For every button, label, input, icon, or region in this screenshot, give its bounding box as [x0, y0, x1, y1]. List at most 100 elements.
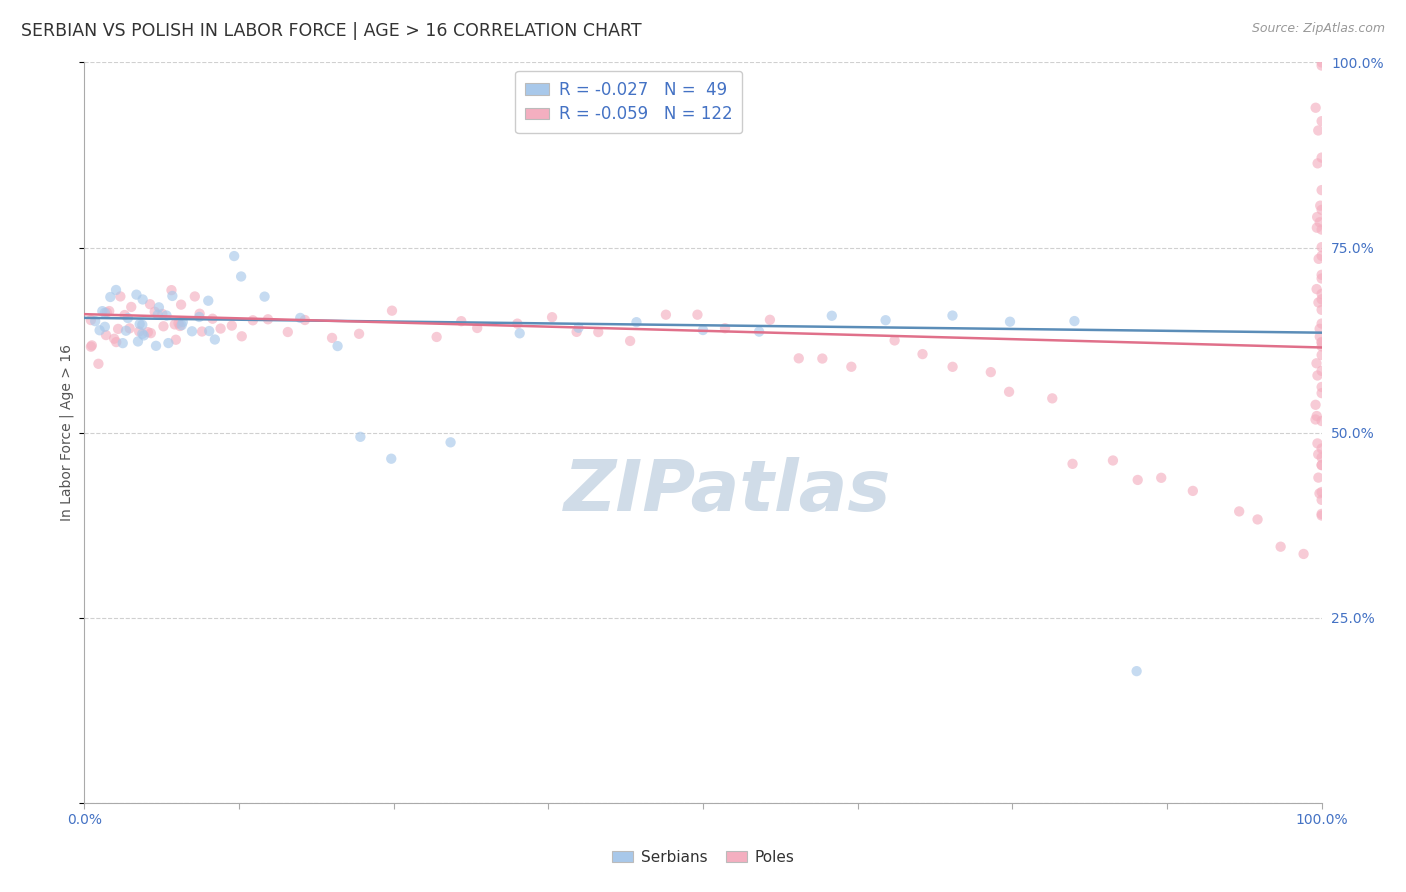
Point	[131, 326, 153, 341]
Point	[146, 308, 169, 322]
Point	[1310, 55, 1333, 70]
Point	[1227, 504, 1250, 518]
Point	[1310, 334, 1333, 349]
Point	[1310, 508, 1333, 523]
Legend: R = -0.027   N =  49, R = -0.059   N = 122: R = -0.027 N = 49, R = -0.059 N = 122	[515, 70, 742, 134]
Point	[184, 289, 207, 303]
Point	[231, 329, 253, 343]
Point	[1308, 123, 1330, 137]
Point	[1305, 101, 1327, 115]
Point	[98, 304, 121, 318]
Point	[980, 365, 1002, 379]
Point	[811, 351, 834, 366]
Point	[509, 326, 531, 341]
Point	[1310, 317, 1333, 331]
Point	[1310, 302, 1333, 317]
Point	[170, 298, 193, 312]
Point	[242, 313, 264, 327]
Point	[1102, 453, 1125, 467]
Point	[1308, 486, 1330, 500]
Point	[1308, 470, 1330, 484]
Point	[148, 301, 170, 315]
Point	[80, 313, 103, 327]
Point	[89, 323, 111, 337]
Point	[821, 309, 844, 323]
Point	[841, 359, 863, 374]
Point	[1310, 335, 1333, 350]
Point	[111, 336, 134, 351]
Point	[188, 310, 211, 324]
Point	[87, 357, 110, 371]
Point	[160, 283, 183, 297]
Point	[197, 293, 219, 308]
Point	[692, 323, 714, 337]
Point	[1150, 471, 1173, 485]
Point	[170, 318, 193, 333]
Point	[94, 328, 117, 343]
Point	[257, 312, 280, 326]
Point	[1305, 412, 1327, 426]
Point	[1310, 222, 1333, 236]
Point	[1310, 268, 1333, 282]
Point	[1310, 202, 1333, 217]
Point	[626, 315, 648, 329]
Point	[201, 311, 224, 326]
Point	[1305, 398, 1327, 412]
Point	[1310, 249, 1333, 263]
Point	[748, 325, 770, 339]
Point	[157, 336, 180, 351]
Point	[155, 309, 177, 323]
Point	[686, 308, 709, 322]
Point	[1270, 540, 1292, 554]
Point	[91, 304, 114, 318]
Point	[787, 351, 810, 366]
Point	[1309, 199, 1331, 213]
Point	[139, 297, 162, 311]
Point	[152, 319, 174, 334]
Point	[506, 317, 529, 331]
Point	[1310, 348, 1333, 362]
Point	[1310, 286, 1333, 301]
Point	[1310, 240, 1333, 254]
Point	[117, 311, 139, 326]
Point	[1306, 156, 1329, 170]
Point	[1310, 380, 1333, 394]
Point	[127, 334, 149, 349]
Point	[326, 339, 349, 353]
Point	[1310, 293, 1333, 307]
Point	[1126, 473, 1149, 487]
Point	[998, 315, 1021, 329]
Point	[1310, 183, 1333, 197]
Point	[380, 451, 402, 466]
Point	[110, 289, 132, 303]
Point	[191, 325, 214, 339]
Point	[169, 318, 191, 333]
Point	[1310, 458, 1333, 472]
Point	[381, 303, 404, 318]
Point	[1310, 450, 1333, 465]
Point	[80, 340, 103, 354]
Point	[998, 384, 1021, 399]
Point	[1305, 409, 1327, 423]
Point	[347, 326, 370, 341]
Point	[128, 317, 150, 331]
Point	[1309, 322, 1331, 336]
Y-axis label: In Labor Force | Age > 16: In Labor Force | Age > 16	[59, 344, 75, 521]
Point	[1310, 485, 1333, 500]
Point	[120, 300, 142, 314]
Point	[1305, 282, 1327, 296]
Point	[143, 305, 166, 319]
Point	[1181, 483, 1204, 498]
Point	[714, 321, 737, 335]
Point	[875, 313, 897, 327]
Point	[290, 310, 312, 325]
Point	[80, 338, 103, 352]
Point	[209, 321, 232, 335]
Point	[125, 287, 148, 301]
Point	[1306, 220, 1329, 235]
Point	[231, 269, 253, 284]
Point	[1306, 368, 1329, 383]
Point	[128, 325, 150, 339]
Point	[98, 290, 121, 304]
Point	[450, 314, 472, 328]
